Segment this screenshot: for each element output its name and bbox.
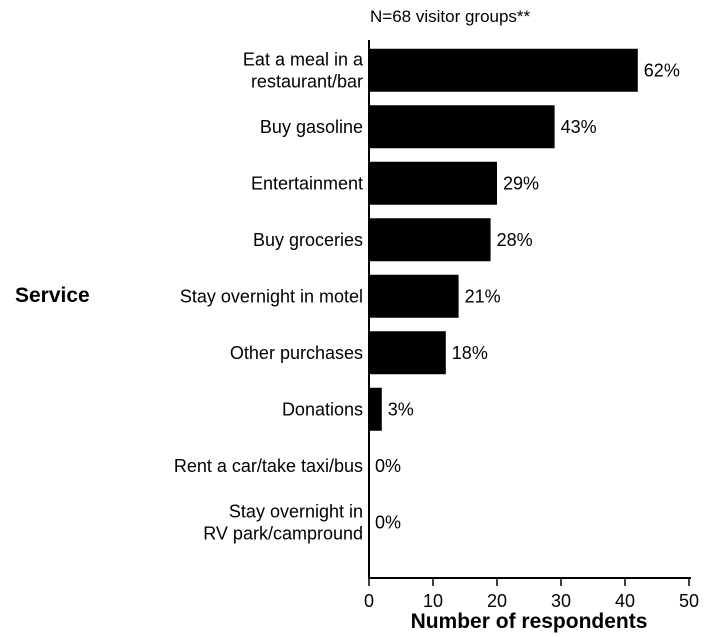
- category-label-line: restaurant/bar: [251, 71, 363, 91]
- category-label-line: Stay overnight in motel: [180, 286, 363, 306]
- category-label-line: Eat a meal in a: [243, 49, 364, 69]
- y-axis-label: Service: [15, 284, 90, 307]
- value-label: 28%: [497, 230, 533, 250]
- x-tick-label: 10: [423, 591, 443, 611]
- bars-layer: [369, 48, 638, 431]
- value-label: 29%: [503, 173, 539, 193]
- bar: [369, 331, 446, 375]
- labels-layer: Eat a meal in a restaurant/bar 62% Buy gaso…: [174, 49, 680, 543]
- value-label: 21%: [465, 286, 501, 306]
- x-axis-label: Number of respondents: [411, 610, 648, 633]
- category-label-line: Other purchases: [230, 343, 363, 363]
- category-label-line: Rent a car/take taxi/bus: [174, 456, 363, 476]
- x-ticks-layer: 0 10 20 30 40 50: [364, 578, 699, 611]
- category-label: Buy gasoline: [260, 117, 363, 137]
- category-label-line: Buy gasoline: [260, 117, 363, 137]
- value-label: 3%: [388, 399, 414, 419]
- bar: [369, 161, 497, 205]
- category-label: Stay overnight in motel: [180, 286, 363, 306]
- category-label-line: RV park/campround: [203, 523, 363, 543]
- value-label: 18%: [452, 343, 488, 363]
- bar: [369, 218, 491, 262]
- category-label-line: Donations: [282, 399, 363, 419]
- category-label-line: Stay overnight in: [229, 501, 363, 521]
- value-label: 43%: [561, 117, 597, 137]
- x-tick-label: 50: [679, 591, 699, 611]
- value-label: 62%: [644, 60, 680, 80]
- category-label: Other purchases: [230, 343, 363, 363]
- value-label: 0%: [375, 456, 401, 476]
- x-tick-label: 0: [364, 591, 374, 611]
- category-label: Eat a meal in a restaurant/bar: [243, 49, 364, 91]
- category-label: Donations: [282, 399, 363, 419]
- x-tick-label: 40: [615, 591, 635, 611]
- chart-note: N=68 visitor groups**: [370, 7, 531, 26]
- category-label: Rent a car/take taxi/bus: [174, 456, 363, 476]
- category-label: Entertainment: [251, 173, 363, 193]
- category-label: Buy groceries: [253, 230, 363, 250]
- category-label: Stay overnight in RV park/campround: [203, 501, 363, 543]
- value-label: 0%: [375, 512, 401, 532]
- bar: [369, 48, 638, 92]
- x-tick-label: 20: [487, 591, 507, 611]
- bar: [369, 387, 382, 431]
- category-label-line: Entertainment: [251, 173, 363, 193]
- x-tick-label: 30: [551, 591, 571, 611]
- bar: [369, 105, 555, 149]
- bar: [369, 274, 459, 318]
- category-label-line: Buy groceries: [253, 230, 363, 250]
